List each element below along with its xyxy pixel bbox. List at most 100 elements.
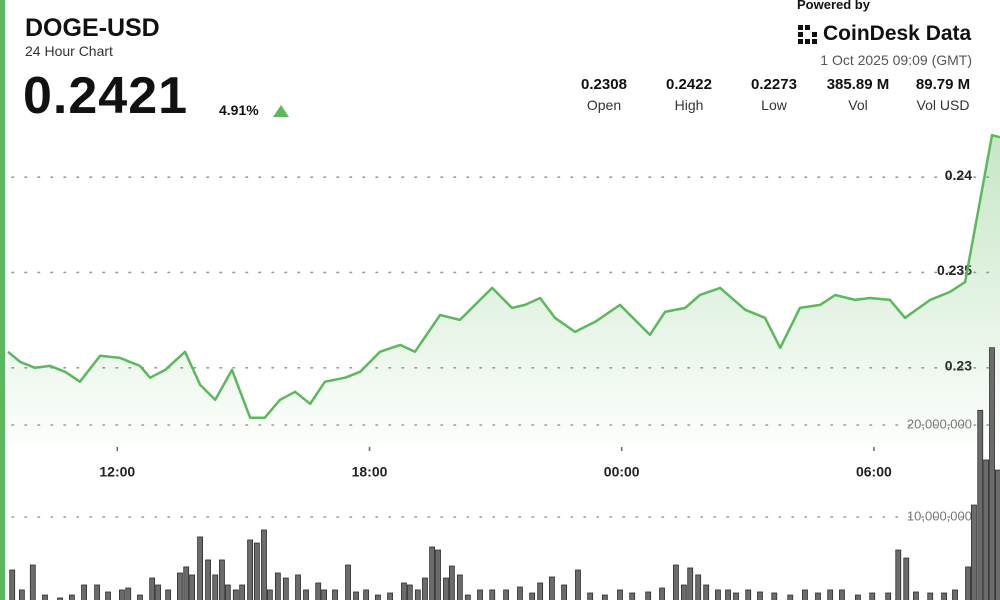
x-tick-label: 06:00 bbox=[856, 464, 892, 480]
volume-bar bbox=[617, 589, 623, 600]
volume-bar bbox=[197, 536, 203, 600]
volume-bar bbox=[435, 549, 441, 600]
volume-bar bbox=[757, 591, 763, 600]
volume-bar bbox=[224, 584, 231, 600]
volume-bar bbox=[57, 597, 64, 600]
volume-bar bbox=[9, 569, 16, 600]
volume-bar bbox=[212, 574, 219, 600]
stat: 0.2422 High bbox=[644, 76, 734, 113]
volume-bar bbox=[363, 589, 370, 600]
volume-bar bbox=[971, 504, 977, 600]
volume-bar bbox=[587, 592, 594, 600]
volume-bar bbox=[239, 584, 246, 600]
volume-bar bbox=[802, 589, 808, 600]
volume-bar bbox=[787, 594, 794, 600]
volume-bar bbox=[274, 572, 281, 600]
volume-bar bbox=[414, 589, 421, 600]
volume-bar bbox=[353, 591, 359, 600]
volume-bar bbox=[733, 592, 739, 600]
x-tick-label: 12:00 bbox=[99, 464, 135, 480]
volume-bar bbox=[401, 582, 407, 600]
volume-bar bbox=[443, 577, 449, 600]
brand-logo bbox=[798, 25, 817, 44]
volume-bar bbox=[529, 592, 536, 600]
volume-bar bbox=[839, 589, 845, 600]
change: 4.91% bbox=[219, 102, 259, 118]
volume-bar bbox=[321, 589, 327, 600]
volume-bar bbox=[715, 589, 721, 600]
powered-by: Powered by bbox=[797, 0, 870, 12]
volume-bar bbox=[105, 591, 111, 600]
volume-bar bbox=[94, 584, 101, 600]
stat: 89.79 M Vol USD bbox=[898, 76, 988, 113]
stat-value: 0.2273 bbox=[751, 76, 797, 93]
timestamp: 1 Oct 2025 09:09 (GMT) bbox=[820, 52, 972, 68]
volume-bar bbox=[745, 589, 752, 600]
volume-bar bbox=[155, 584, 161, 600]
volume-bar bbox=[232, 589, 239, 600]
area-fill bbox=[8, 135, 1000, 444]
price-line bbox=[7, 133, 1000, 419]
volume-bar bbox=[895, 549, 902, 600]
volume-bar bbox=[703, 584, 710, 600]
x-tick-label: 00:00 bbox=[604, 464, 640, 480]
volume-bar bbox=[673, 564, 679, 600]
volume-bar bbox=[315, 582, 322, 600]
edge-stripe bbox=[0, 0, 5, 600]
volume-bar bbox=[477, 589, 483, 600]
volume-bar bbox=[282, 577, 289, 600]
volume-bar bbox=[989, 347, 995, 600]
volume-bar bbox=[983, 459, 990, 600]
stat-label: Vol USD bbox=[916, 97, 970, 113]
stat-label: Low bbox=[761, 97, 787, 113]
volume-bar bbox=[345, 564, 351, 600]
symbol: DOGE-USD bbox=[25, 14, 160, 42]
volume-bar bbox=[645, 591, 652, 600]
volume-bar bbox=[119, 589, 125, 600]
volume-bar bbox=[869, 592, 876, 600]
volume-bar bbox=[266, 589, 273, 600]
volume-bar bbox=[464, 594, 471, 600]
volume-bar bbox=[247, 539, 254, 600]
y-tick-label: 10,000,000 bbox=[907, 508, 972, 523]
volume-bar bbox=[29, 564, 36, 600]
up-arrow bbox=[273, 105, 289, 117]
volume-bar bbox=[165, 589, 172, 600]
volume-bar bbox=[994, 469, 1000, 600]
volume-bar bbox=[205, 559, 211, 600]
volume-bar bbox=[387, 592, 393, 600]
volume-bar bbox=[575, 569, 581, 600]
volume-bar bbox=[374, 594, 381, 600]
volume-bar bbox=[561, 584, 568, 600]
volume-bar bbox=[977, 409, 984, 600]
y-tick-label: 0.24 bbox=[945, 167, 972, 183]
volume-bar bbox=[549, 576, 555, 600]
y-tick-label: 20,000,000 bbox=[907, 416, 972, 431]
volume-bar bbox=[517, 586, 523, 600]
stat-value: 385.89 M bbox=[826, 76, 890, 93]
volume-bar bbox=[827, 589, 834, 600]
volume-bar bbox=[303, 589, 309, 600]
volume-bar bbox=[659, 587, 665, 600]
stat: 385.89 M Vol bbox=[813, 76, 903, 113]
volume-bar bbox=[681, 584, 687, 600]
volume-bar bbox=[725, 589, 731, 600]
brand: CoinDesk Data bbox=[823, 22, 972, 45]
volume-bar bbox=[261, 529, 267, 600]
volume-bar bbox=[42, 594, 48, 600]
volume-bar bbox=[815, 592, 821, 600]
stat-label: Open bbox=[586, 97, 622, 113]
volume-bar bbox=[537, 582, 544, 600]
volume-bar bbox=[503, 589, 510, 600]
volume-bar bbox=[927, 592, 934, 600]
volume-bar bbox=[456, 574, 463, 600]
volume-bar bbox=[629, 592, 636, 600]
volume-bar bbox=[771, 592, 778, 600]
x-tick-label: 18:00 bbox=[352, 464, 388, 480]
volume-bar bbox=[332, 589, 338, 600]
volume-bar bbox=[149, 577, 156, 600]
volume-bar bbox=[295, 574, 301, 600]
volume-bar bbox=[903, 557, 910, 600]
